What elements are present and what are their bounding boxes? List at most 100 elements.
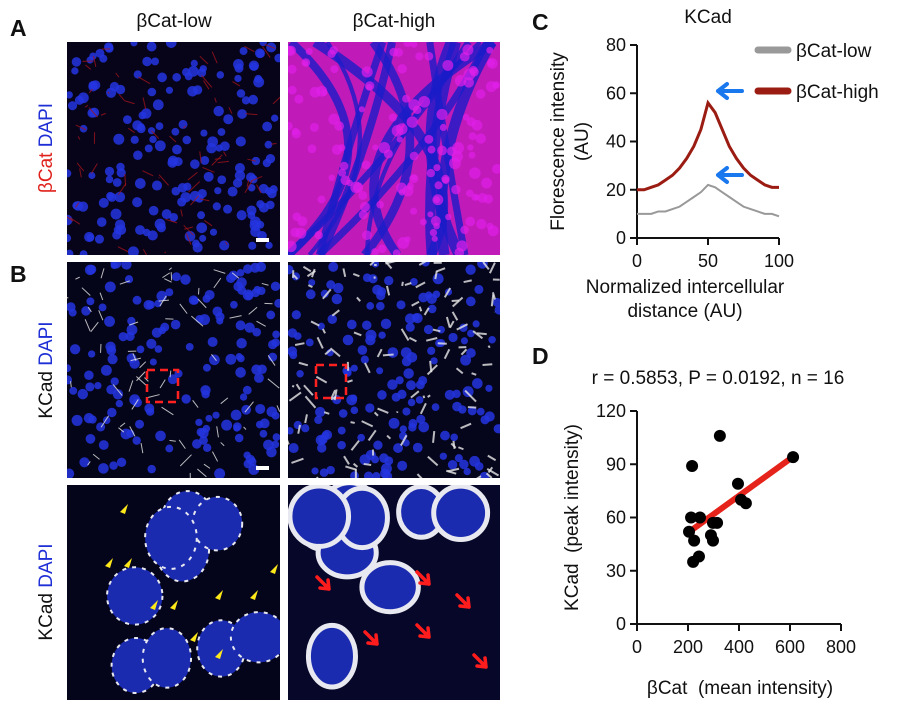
nucleus [427,304,437,314]
membrane [367,429,377,442]
nucleus [203,171,214,182]
nucleus [437,145,447,156]
nucleus [465,216,476,227]
membrane [223,151,227,157]
membrane [158,174,169,186]
nucleus [204,289,215,300]
membrane [490,294,495,307]
membrane [262,46,271,58]
nucleus [143,299,154,310]
nucleus [361,66,373,78]
nucleus [167,157,178,168]
nucleus [191,495,244,552]
nucleus [115,84,126,95]
nucleus [426,293,437,304]
nucleus [116,457,127,468]
membrane [353,331,362,337]
membrane [169,135,177,143]
membrane [136,376,148,387]
membrane [487,466,494,474]
nucleus [212,202,221,211]
membrane [408,336,417,343]
membrane [112,384,123,396]
nucleus [427,211,434,218]
nucleus [297,216,308,227]
nucleus [67,91,73,99]
nucleus [378,141,391,154]
membrane [250,175,263,182]
nucleus [165,444,174,453]
nucleus [212,411,220,419]
membrane [70,381,72,388]
membrane [88,107,98,118]
membrane [77,136,81,140]
nucleus [301,58,311,67]
nucleus [317,322,325,330]
y-tick-label: 60 [606,508,626,528]
nucleus [209,228,218,236]
nucleus [492,164,500,174]
nucleus [200,129,208,137]
nucleus [484,411,495,422]
point [787,451,800,464]
nucleus [327,314,338,325]
nucleus [432,273,444,285]
nucleus [201,390,210,399]
nucleus [123,115,132,124]
point [686,460,699,473]
membrane [471,372,477,376]
membrane [376,348,383,358]
nucleus [458,405,467,414]
nucleus [138,111,147,120]
nucleus [346,394,358,406]
nucleus [239,47,248,56]
nucleus [314,231,323,240]
membrane [231,272,240,279]
nucleus [98,197,109,208]
nucleus [288,45,297,56]
arrowhead [170,600,178,610]
nucleus [207,336,218,347]
nucleus [256,220,265,229]
nucleus [434,181,443,190]
stain: βCat [36,152,57,193]
nucleus [199,234,207,242]
membrane [476,475,482,478]
membrane [443,348,451,360]
membrane [127,127,135,133]
membrane [415,281,426,289]
nucleus [406,380,416,391]
x-tick-label: 100 [764,251,794,271]
nucleus [209,354,220,366]
nucleus [171,127,180,136]
membrane [67,296,69,299]
nucleus [418,95,431,108]
arrow [315,575,331,591]
nucleus [436,108,448,121]
membrane [92,453,100,460]
membrane [330,389,337,399]
nucleus [331,293,343,305]
membrane [85,64,92,70]
nucleus [174,369,183,378]
nucleus [71,57,82,67]
tissue-band [365,42,482,255]
nucleus [184,72,193,81]
nucleus [493,424,500,434]
membrane [396,411,399,414]
membrane [81,287,91,296]
membrane [307,284,313,289]
counterstain: DAPI [36,543,57,587]
nucleus [397,389,407,399]
nucleus [337,426,346,435]
tissue-band [307,42,362,255]
nucleus [270,281,280,292]
nucleus [365,335,376,346]
nucleus [257,364,267,375]
micrograph [67,262,280,478]
membrane [140,442,144,454]
nucleus [170,319,181,330]
nucleus [465,264,476,275]
nucleus [67,101,78,111]
nucleus [107,407,117,418]
